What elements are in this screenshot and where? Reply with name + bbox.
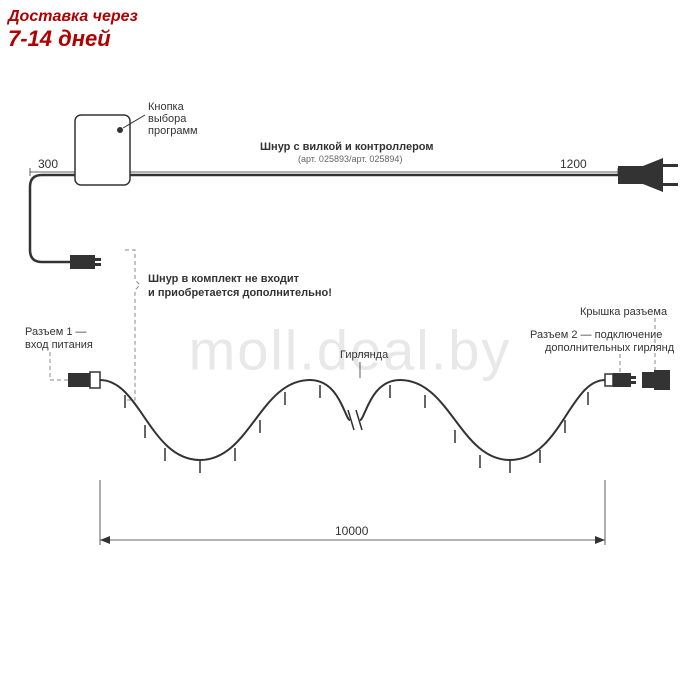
controller-button-dot: [117, 127, 123, 133]
label-cap: Крышка разъема: [580, 306, 668, 318]
label-conn2-b: дополнительных гирлянд: [545, 342, 675, 354]
label-button-1: Кнопка: [148, 101, 185, 113]
garland-wave: [100, 380, 605, 460]
label-conn2-a: Разъем 2 — подключение: [530, 329, 662, 341]
diagram-svg: Кнопка выбора программ 300 Шнур с вилкой…: [0, 0, 700, 700]
bracket-dashed: [125, 250, 140, 400]
connector-right-cap: [642, 370, 670, 390]
connector-right-male: [605, 373, 636, 387]
plug-icon: [618, 158, 678, 192]
dim-10000: 10000: [335, 524, 369, 538]
dim-1200: 1200: [560, 157, 587, 171]
label-conn1-b: вход питания: [25, 339, 93, 351]
connector-male-top: [70, 255, 101, 269]
label-note2: и приобретается дополнительно!: [148, 287, 332, 299]
label-button-2: выбора: [148, 113, 187, 125]
dim-300: 300: [38, 157, 58, 171]
label-conn1-a: Разъем 1 —: [25, 326, 87, 338]
connector-female-bottom: [68, 372, 100, 388]
label-note1: Шнур в комплект не входит: [148, 273, 300, 285]
leader-conn1: [50, 352, 68, 380]
label-button-3: программ: [148, 125, 198, 137]
leader-button: [123, 115, 145, 128]
controller-box: [75, 115, 130, 185]
cord-left: [30, 175, 75, 262]
label-cord-sub: (арт. 025893/арт. 025894): [298, 154, 402, 164]
label-garland: Гирлянда: [340, 349, 389, 361]
label-cord-title: Шнур с вилкой и контроллером: [260, 141, 434, 153]
